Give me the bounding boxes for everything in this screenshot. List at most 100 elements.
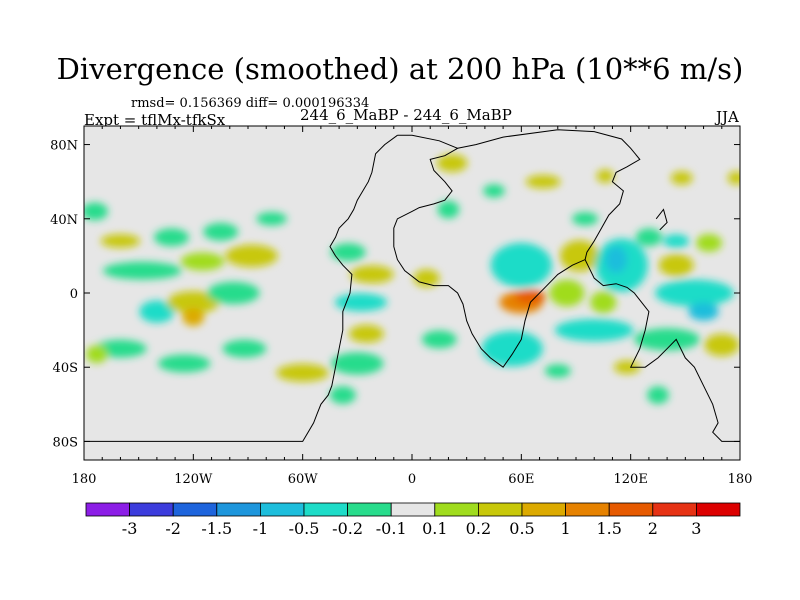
field-blob-21 (330, 243, 366, 262)
field-blob-38 (658, 254, 694, 277)
x-tick-label: 60E (508, 472, 534, 487)
field-blob-27 (490, 242, 552, 288)
field-blob-3 (203, 222, 239, 241)
field-blob-22 (348, 324, 384, 343)
y-tick-label: 80S (53, 435, 78, 450)
field-blob-46 (613, 360, 641, 374)
colorbar-swatch (696, 502, 741, 517)
colorbar-swatch (521, 502, 566, 517)
field-blob-24 (421, 330, 457, 349)
field-blob-32 (549, 279, 585, 307)
colorbar-label: -2 (165, 519, 181, 538)
field-blob-45 (695, 234, 723, 252)
x-tick-label: 120W (174, 472, 213, 487)
field-blob-47 (544, 364, 571, 378)
colorbar-swatch (129, 502, 174, 517)
field-blob-31 (559, 240, 600, 272)
colorbar-label: -0.2 (332, 519, 363, 538)
colorbar-label: 1 (561, 519, 571, 538)
colorbar-label: -1.5 (201, 519, 232, 538)
colorbar-swatch (390, 502, 436, 517)
field-blob-36 (590, 291, 617, 314)
field-blob-26 (437, 200, 460, 219)
field-blob-29 (515, 290, 546, 304)
field-blob-15 (222, 339, 267, 358)
colorbar-label: 0.2 (466, 519, 491, 538)
colorbar-swatch (347, 502, 392, 517)
coastline-eurasia-africa (393, 134, 740, 442)
field-blob-9 (167, 291, 220, 314)
y-tick-label: 40S (53, 361, 78, 376)
field-blob-0 (84, 202, 108, 221)
field-blob-35 (554, 319, 634, 342)
x-tick-label: 60W (288, 472, 319, 487)
field-blob-1 (100, 234, 141, 248)
field-blob-52 (670, 171, 693, 185)
colorbar-label: -1 (253, 519, 269, 538)
y-tick-label: 0 (70, 287, 78, 302)
field-blob-37 (635, 228, 663, 247)
colorbar-label: 0.5 (509, 519, 534, 538)
field-blob-11 (207, 281, 260, 305)
field-blob-42 (704, 333, 740, 357)
x-tick-label: 0 (408, 472, 416, 487)
x-tick-label: 180 (72, 472, 97, 487)
field-blob-51 (596, 169, 614, 183)
chart-title: Divergence (smoothed) at 200 hPa (10**6 … (56, 52, 744, 86)
x-tick-label: 120E (614, 472, 648, 487)
field-blob-23 (413, 269, 440, 288)
coastline-asia-east (457, 129, 641, 260)
field-blob-43 (663, 234, 690, 248)
field-blob-39 (655, 279, 734, 307)
field-blob-6 (180, 252, 225, 271)
field-blob-14 (158, 354, 211, 373)
colorbar-swatch (477, 502, 523, 517)
field-blob-17 (331, 352, 384, 375)
colorbar-label: -0.1 (376, 519, 407, 538)
field-blob-13 (85, 345, 108, 364)
colorbar-label: 1.5 (596, 519, 621, 538)
field-blob-20 (334, 293, 388, 312)
field-blob-4 (256, 212, 288, 226)
colorbar-swatch (216, 502, 261, 517)
field-blob-34 (605, 246, 627, 273)
coastline-japan (655, 208, 668, 231)
field-blob-30 (481, 330, 543, 367)
colorbar-swatch (652, 502, 697, 517)
field-blob-40 (688, 302, 719, 321)
colorbar-label: 2 (648, 519, 658, 538)
field-blob-44 (647, 386, 669, 404)
field-blob-7 (102, 261, 182, 280)
field-blob-5 (225, 244, 278, 267)
colorbar-swatch (85, 502, 130, 517)
colorbar-label: -3 (122, 519, 138, 538)
field-blob-41 (634, 328, 700, 351)
field-blob-16 (276, 363, 329, 382)
experiment-label: Expt = tflMx-tfkSx (84, 111, 226, 129)
field-blob-2 (154, 228, 189, 247)
colorbar-label: 3 (691, 519, 701, 538)
colorbar-swatch (434, 502, 479, 517)
field-blob-53 (727, 171, 740, 185)
colorbar-label: 0.1 (422, 519, 447, 538)
field-blob-48 (572, 212, 599, 226)
colorbar-swatch (608, 502, 654, 517)
field-blob-18 (329, 386, 356, 404)
colorbar-swatch (303, 502, 348, 517)
colorbar-swatch (259, 502, 305, 517)
field-blob-49 (525, 175, 561, 189)
season-label: JJA (716, 108, 739, 126)
field-blob-50 (483, 184, 505, 198)
colorbar-swatch (172, 502, 218, 517)
x-tick-label: 180 (728, 472, 753, 487)
coastline-americas (84, 134, 398, 442)
colorbar-label: -0.5 (289, 519, 320, 538)
field-blob-8 (139, 300, 175, 323)
field-blob-19 (350, 265, 394, 284)
y-tick-label: 80N (50, 139, 78, 154)
field-blob-25 (436, 154, 468, 173)
rmsd-diff-stats: rmsd= 0.156369 diff= 0.000196334 (131, 96, 370, 111)
y-tick-label: 40N (50, 213, 78, 228)
runs-label: 244_6_MaBP - 244_6_MaBP (300, 106, 512, 124)
